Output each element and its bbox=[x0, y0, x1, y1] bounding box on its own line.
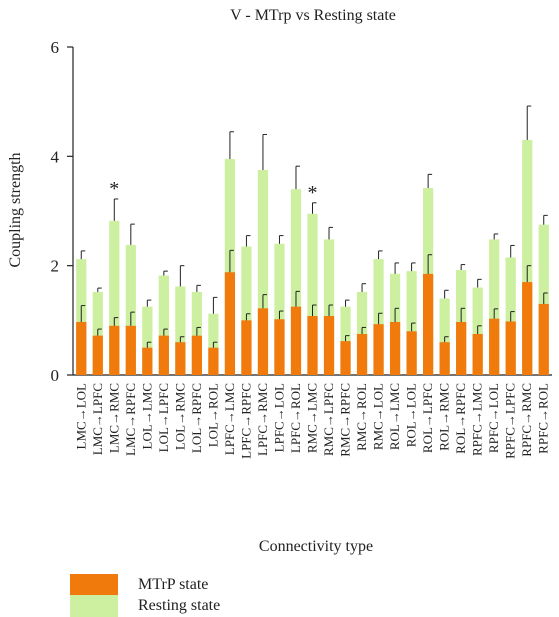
x-tick-label: LPFC→RMC bbox=[255, 383, 270, 456]
legend-swatch-resting bbox=[70, 595, 118, 617]
x-tick-label: LMC→LPFC bbox=[90, 383, 105, 455]
bar-resting bbox=[158, 275, 169, 375]
bar-mtrp bbox=[505, 321, 516, 375]
bar-resting bbox=[274, 243, 285, 375]
bar-mtrp bbox=[389, 321, 401, 375]
y-tick-label: 6 bbox=[51, 38, 60, 57]
significance-marks: * * bbox=[109, 178, 317, 204]
x-tick-label: RMC→LOL bbox=[371, 383, 386, 450]
bar-mtrp bbox=[406, 331, 417, 375]
bar-mtrp bbox=[456, 321, 467, 375]
bar-resting bbox=[125, 244, 136, 375]
x-tick-label: RPFC→LMC bbox=[470, 383, 485, 456]
bar-resting bbox=[290, 189, 302, 375]
bar-resting bbox=[522, 139, 533, 375]
significance-star: * bbox=[109, 178, 119, 200]
bars-layer bbox=[76, 105, 549, 375]
x-tick-label: RPFC→LOL bbox=[486, 383, 501, 453]
bar-mtrp bbox=[356, 334, 368, 375]
x-tick-label: RPFC→LPFC bbox=[503, 383, 518, 459]
x-tick-labels: LMC→LOL LMC→LPFC LMC→RMC LMC→RPFC LOL→LMC LOL… bbox=[73, 383, 550, 459]
bar-mtrp bbox=[257, 308, 269, 375]
bar-resting bbox=[241, 246, 252, 375]
bar-mtrp bbox=[109, 325, 120, 375]
bar-mtrp bbox=[290, 306, 302, 375]
x-tick-label: RPFC→ROL bbox=[536, 383, 551, 454]
x-tick-label: RPFC→RMC bbox=[519, 383, 534, 457]
bar-resting bbox=[307, 213, 318, 375]
bar-mtrp bbox=[472, 334, 483, 375]
y-tick-label: 2 bbox=[51, 257, 60, 276]
bar-mtrp bbox=[323, 315, 335, 375]
bar-mtrp bbox=[489, 318, 500, 375]
x-tick-label: LMC→RMC bbox=[106, 383, 121, 453]
bar-mtrp bbox=[373, 324, 384, 375]
bar-mtrp bbox=[208, 347, 219, 375]
y-axis-label: Coupling strength bbox=[7, 152, 24, 267]
bar-mtrp bbox=[125, 325, 136, 375]
bar-mtrp bbox=[522, 282, 533, 375]
x-tick-label: RMC→ROL bbox=[354, 383, 369, 451]
significance-star: * bbox=[308, 182, 318, 204]
x-tick-label: RMC→RPFC bbox=[338, 383, 353, 457]
x-tick-label: LOL→ROL bbox=[205, 383, 220, 447]
x-tick-label: ROL→LOL bbox=[404, 383, 419, 447]
legend-swatch-mtrp bbox=[70, 574, 118, 596]
x-tick-label: LMC→RPFC bbox=[123, 383, 138, 456]
x-tick-label: ROL→LPFC bbox=[420, 383, 435, 453]
legend-label-mtrp: MTrP state bbox=[138, 576, 209, 593]
bar-resting bbox=[175, 286, 186, 375]
bar-mtrp bbox=[92, 335, 103, 375]
legend-item-mtrp: MTrP state bbox=[70, 574, 208, 596]
y-tick-label: 0 bbox=[51, 366, 60, 385]
bar-mtrp bbox=[191, 335, 202, 375]
x-tick-label: LOL→RMC bbox=[172, 383, 187, 450]
bar-mtrp bbox=[538, 303, 549, 375]
y-tick-label: 4 bbox=[51, 147, 60, 166]
bar-mtrp bbox=[158, 335, 169, 375]
x-tick-label: ROL→LMC bbox=[387, 383, 402, 450]
legend-item-resting: Resting state bbox=[70, 595, 220, 617]
x-tick-label: RMC→LPFC bbox=[321, 383, 336, 456]
bar-mtrp bbox=[76, 321, 87, 375]
x-tick-label: LPFC→ROL bbox=[288, 383, 303, 453]
x-tick-label: LOL→RPFC bbox=[189, 383, 204, 453]
bar-resting bbox=[109, 220, 120, 375]
bar-mtrp bbox=[175, 342, 186, 375]
bar-mtrp bbox=[423, 273, 434, 375]
bar-resting bbox=[142, 306, 153, 375]
bar-mtrp bbox=[224, 272, 236, 375]
coupling-strength-chart: V - MTrp vs Resting state Coupling stren… bbox=[7, 7, 552, 555]
x-tick-label: ROL→RPFC bbox=[453, 383, 468, 454]
x-tick-label: LOL→LPFC bbox=[156, 383, 171, 452]
bar-mtrp bbox=[307, 315, 318, 375]
x-axis-label: Connectivity type bbox=[259, 538, 373, 555]
bar-mtrp bbox=[439, 342, 450, 375]
legend-label-resting: Resting state bbox=[138, 597, 221, 614]
bar-mtrp bbox=[241, 320, 252, 375]
axes: 0 2 4 6 bbox=[51, 38, 552, 385]
bar-mtrp bbox=[142, 347, 153, 375]
bar-resting bbox=[257, 170, 269, 375]
bar-mtrp bbox=[274, 319, 285, 375]
x-tick-label: LOL→LMC bbox=[139, 383, 154, 449]
bar-resting bbox=[489, 239, 500, 375]
chart-title: V - MTrp vs Resting state bbox=[230, 7, 396, 24]
x-tick-label: LPFC→LOL bbox=[271, 383, 286, 452]
x-tick-label: LMC→LOL bbox=[73, 383, 88, 450]
x-tick-label: RMC→LMC bbox=[305, 383, 320, 453]
x-tick-label: LPFC→RPFC bbox=[238, 383, 253, 459]
bar-mtrp bbox=[340, 341, 351, 375]
x-tick-label: LPFC→LMC bbox=[222, 383, 237, 455]
x-tick-label: ROL→RMC bbox=[437, 383, 452, 451]
